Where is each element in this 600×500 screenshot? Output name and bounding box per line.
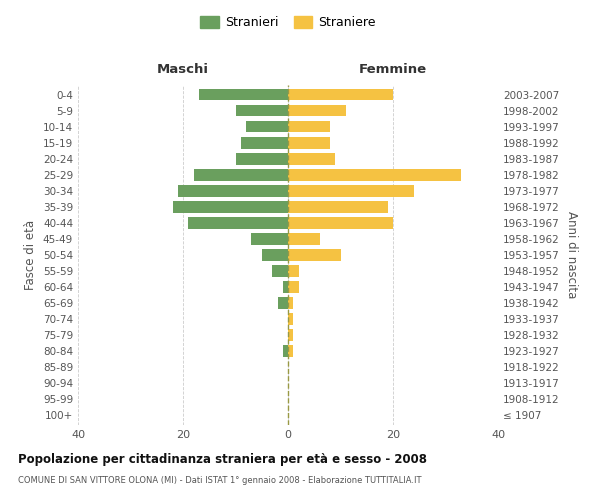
Bar bbox=[288, 249, 341, 261]
Bar bbox=[288, 330, 293, 341]
Legend: Stranieri, Straniere: Stranieri, Straniere bbox=[195, 11, 381, 34]
Y-axis label: Fasce di età: Fasce di età bbox=[25, 220, 37, 290]
Bar bbox=[283, 282, 288, 293]
Bar bbox=[288, 298, 293, 309]
Text: Maschi: Maschi bbox=[157, 63, 209, 76]
Bar bbox=[288, 217, 393, 228]
Bar bbox=[288, 346, 293, 357]
Bar bbox=[288, 233, 320, 244]
Bar bbox=[288, 169, 461, 180]
Bar bbox=[288, 137, 330, 148]
Bar bbox=[235, 105, 288, 117]
Bar bbox=[288, 201, 388, 212]
Bar bbox=[173, 201, 288, 212]
Bar bbox=[262, 249, 288, 261]
Bar bbox=[288, 89, 393, 101]
Bar bbox=[277, 298, 288, 309]
Bar bbox=[199, 89, 288, 101]
Bar bbox=[283, 346, 288, 357]
Bar bbox=[241, 137, 288, 148]
Y-axis label: Anni di nascita: Anni di nascita bbox=[565, 212, 578, 298]
Bar bbox=[288, 121, 330, 132]
Bar bbox=[188, 217, 288, 228]
Bar bbox=[288, 314, 293, 325]
Bar bbox=[246, 121, 288, 132]
Bar bbox=[251, 233, 288, 244]
Bar bbox=[272, 266, 288, 277]
Bar bbox=[193, 169, 288, 180]
Bar bbox=[288, 105, 346, 117]
Bar bbox=[235, 153, 288, 164]
Bar bbox=[288, 266, 299, 277]
Text: COMUNE DI SAN VITTORE OLONA (MI) - Dati ISTAT 1° gennaio 2008 - Elaborazione TUT: COMUNE DI SAN VITTORE OLONA (MI) - Dati … bbox=[18, 476, 421, 485]
Bar bbox=[288, 282, 299, 293]
Text: Popolazione per cittadinanza straniera per età e sesso - 2008: Popolazione per cittadinanza straniera p… bbox=[18, 452, 427, 466]
Bar bbox=[288, 185, 414, 196]
Bar bbox=[288, 153, 335, 164]
Bar bbox=[178, 185, 288, 196]
Text: Femmine: Femmine bbox=[359, 63, 427, 76]
